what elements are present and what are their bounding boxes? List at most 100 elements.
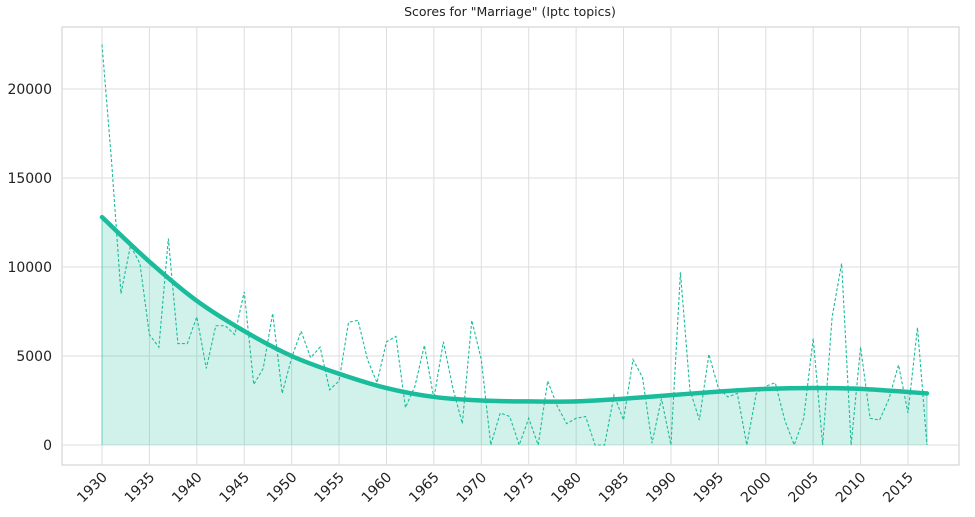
raw-data-point xyxy=(926,444,928,446)
raw-data-point xyxy=(272,312,274,314)
raw-data-point xyxy=(793,444,795,446)
trend-area-fill xyxy=(102,217,927,445)
x-axis-ticks: 1930 1935 1940 1945 1950 1955 1960 1965 1970 1975… xyxy=(74,470,917,507)
x-tick-label: 1995 xyxy=(691,470,728,507)
raw-data-point xyxy=(850,444,852,446)
raw-data-point xyxy=(642,377,644,379)
raw-data-point xyxy=(689,389,691,391)
raw-data-point xyxy=(670,444,672,446)
raw-data-point xyxy=(300,330,302,332)
raw-data-point xyxy=(452,387,454,389)
raw-data-point xyxy=(224,325,226,327)
raw-data-point xyxy=(253,384,255,386)
raw-data-point xyxy=(898,364,900,366)
raw-score-line xyxy=(101,44,928,447)
raw-data-point xyxy=(812,337,814,339)
raw-data-point xyxy=(348,321,350,323)
x-tick-label: 1940 xyxy=(169,470,206,507)
raw-data-point xyxy=(149,334,151,336)
raw-data-point xyxy=(215,325,217,327)
raw-data-point xyxy=(613,394,615,396)
raw-data-point xyxy=(338,380,340,382)
x-tick-label: 1950 xyxy=(264,470,301,507)
y-tick-label: 10000 xyxy=(7,260,52,276)
raw-data-point xyxy=(111,159,113,161)
raw-data-point xyxy=(499,412,501,414)
raw-data-point xyxy=(651,442,653,444)
x-tick-label: 1945 xyxy=(217,470,254,507)
x-tick-label: 1955 xyxy=(311,470,348,507)
raw-data-point xyxy=(585,416,587,418)
raw-data-point xyxy=(357,320,359,322)
x-tick-label: 1965 xyxy=(406,470,443,507)
x-tick-label: 1960 xyxy=(359,470,396,507)
x-tick-label: 1935 xyxy=(122,470,159,507)
raw-data-point xyxy=(101,44,103,46)
raw-data-point xyxy=(708,353,710,355)
trend-line xyxy=(99,214,930,404)
x-tick-label: 2010 xyxy=(833,470,870,507)
raw-data-point xyxy=(755,393,757,395)
raw-data-point xyxy=(774,382,776,384)
raw-data-point xyxy=(727,396,729,398)
raw-data-point xyxy=(528,418,530,420)
raw-data-point xyxy=(234,334,236,336)
raw-data-point xyxy=(443,341,445,343)
x-tick-label: 2000 xyxy=(738,470,775,507)
raw-data-point xyxy=(604,444,606,446)
x-tick-label: 1930 xyxy=(74,470,111,507)
raw-data-point xyxy=(841,263,843,265)
raw-data-point xyxy=(699,419,701,421)
raw-data-point xyxy=(632,359,634,361)
y-tick-label: 15000 xyxy=(7,171,52,187)
raw-data-point xyxy=(281,393,283,395)
raw-data-point xyxy=(424,345,426,347)
x-tick-label: 1980 xyxy=(548,470,585,507)
raw-data-point xyxy=(405,407,407,409)
chart-title: Scores for "Marriage" (Iptc topics) xyxy=(404,4,616,19)
raw-data-point xyxy=(310,357,312,359)
raw-data-point xyxy=(329,389,331,391)
raw-data-point xyxy=(480,359,482,361)
raw-data-point xyxy=(158,346,160,348)
raw-data-point xyxy=(139,263,141,265)
raw-data-point xyxy=(168,238,170,240)
y-tick-label: 20000 xyxy=(7,82,52,98)
raw-data-point xyxy=(869,418,871,420)
x-tick-label: 1985 xyxy=(596,470,633,507)
raw-data-point xyxy=(594,444,596,446)
raw-data-point xyxy=(462,423,464,425)
raw-data-point xyxy=(120,293,122,295)
x-tick-label: 1975 xyxy=(501,470,538,507)
raw-data-point xyxy=(177,343,179,345)
raw-data-point xyxy=(907,412,909,414)
raw-data-point xyxy=(537,444,539,446)
raw-data-point xyxy=(860,346,862,348)
raw-data-point xyxy=(575,418,577,420)
raw-data-point xyxy=(718,387,720,389)
raw-data-point xyxy=(888,398,890,400)
raw-data-point xyxy=(623,419,625,421)
y-tick-label: 0 xyxy=(43,438,52,454)
raw-data-point xyxy=(395,336,397,338)
y-tick-label: 5000 xyxy=(16,349,52,365)
raw-data-point xyxy=(490,444,492,446)
raw-data-point xyxy=(187,343,189,345)
x-tick-label: 1990 xyxy=(643,470,680,507)
raw-data-point xyxy=(509,416,511,418)
raw-data-point xyxy=(556,405,558,407)
raw-data-point xyxy=(547,380,549,382)
y-axis-ticks: 0 5000 10000 15000 20000 xyxy=(7,82,52,454)
raw-data-point xyxy=(518,444,520,446)
x-tick-label: 1970 xyxy=(454,470,491,507)
x-tick-label: 2005 xyxy=(785,470,822,507)
raw-data-point xyxy=(917,327,919,329)
raw-data-point xyxy=(319,346,321,348)
raw-data-point xyxy=(243,291,245,293)
raw-data-point xyxy=(822,444,824,446)
raw-data-point xyxy=(803,418,805,420)
raw-data-point xyxy=(879,419,881,421)
raw-data-point xyxy=(414,385,416,387)
raw-data-point xyxy=(566,423,568,425)
raw-data-point xyxy=(784,419,786,421)
